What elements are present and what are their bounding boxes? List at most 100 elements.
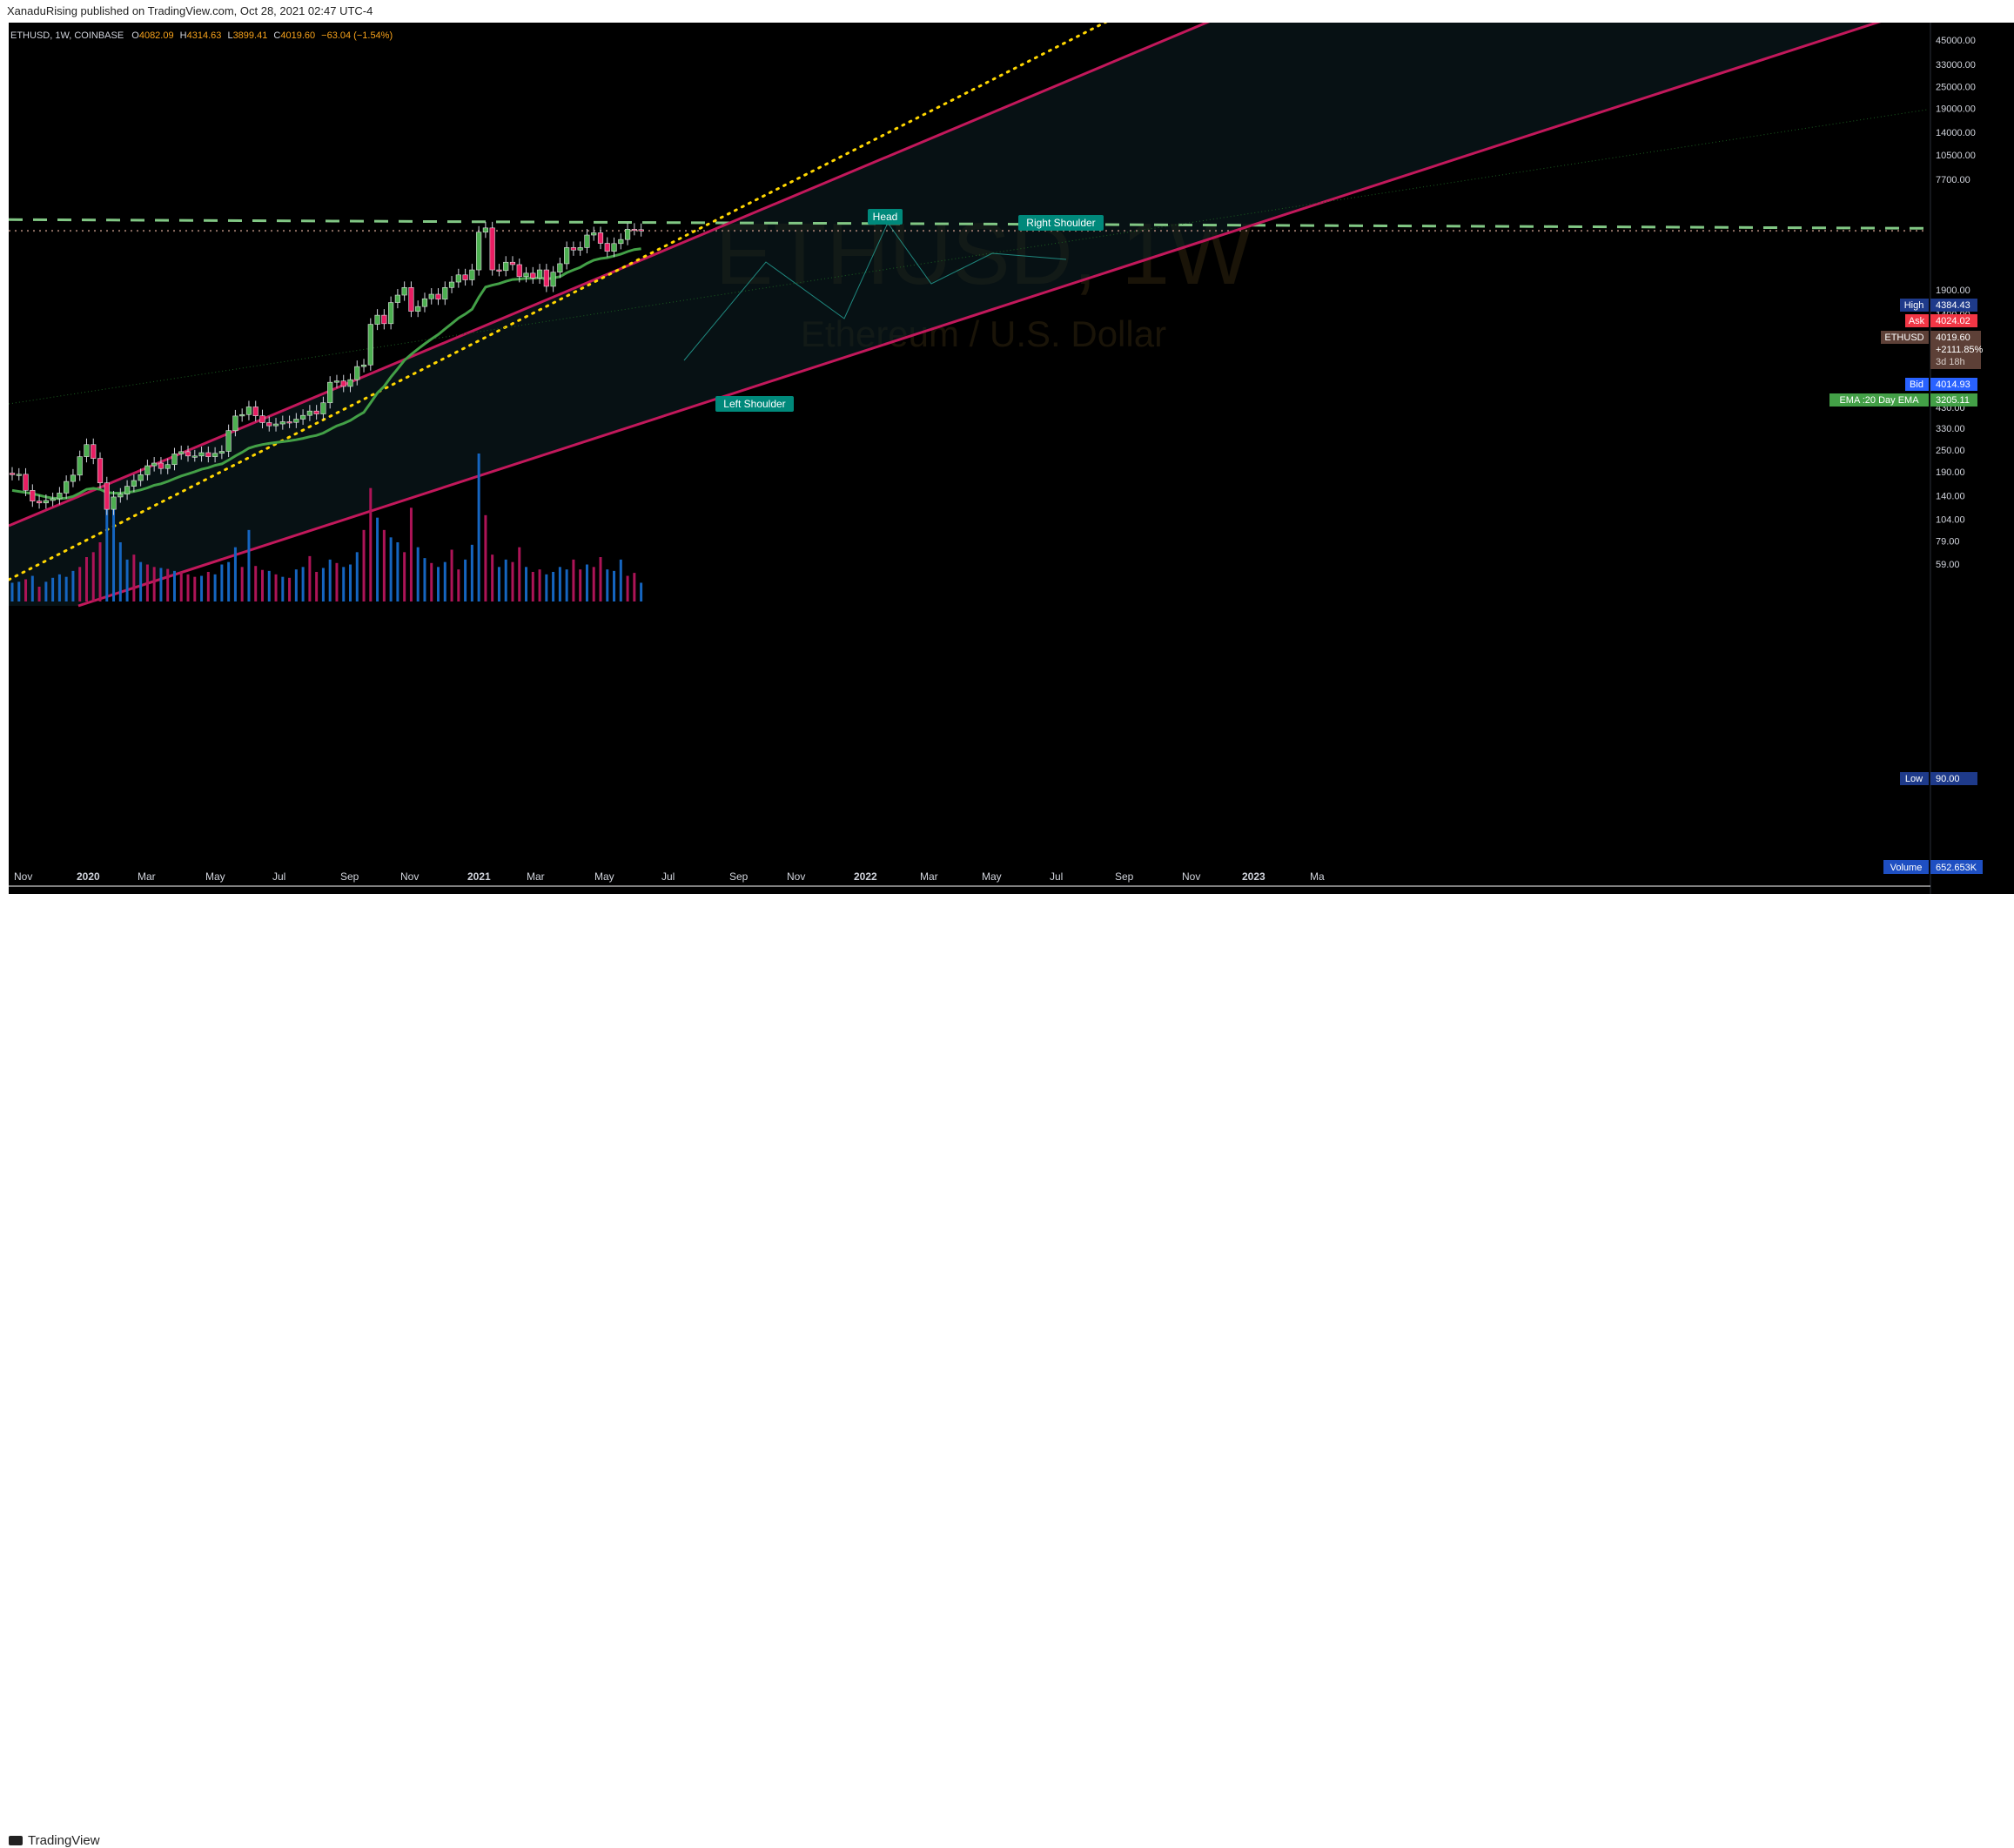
volume-bar	[382, 529, 386, 601]
candle	[476, 225, 482, 276]
candle	[638, 223, 644, 237]
volume-bar	[538, 569, 541, 601]
x-tick-label: Nov	[14, 870, 32, 883]
legend-close: 4019.60	[280, 30, 315, 41]
candle	[151, 457, 158, 472]
volume-bar	[206, 572, 210, 601]
y-tick-label: 250.00	[1936, 446, 1965, 456]
volume-bar	[172, 570, 176, 601]
candle	[225, 424, 232, 458]
candle	[401, 281, 407, 301]
candle	[550, 265, 556, 292]
candle-body	[57, 493, 63, 500]
candle	[536, 264, 543, 284]
x-tick-label: May	[982, 870, 1002, 883]
candle	[178, 445, 185, 460]
candle-body	[577, 247, 583, 251]
volume-bar	[308, 555, 312, 601]
volume-bar	[511, 561, 514, 601]
candle-body	[212, 453, 218, 457]
candle	[516, 258, 522, 283]
candle-body	[198, 452, 205, 457]
y-tick-label: 60000.00	[1936, 23, 1976, 24]
time-axis[interactable]: Nov 2020 Mar May Jul Sep Nov 2021 Mar May Jul Sep No…	[14, 870, 1325, 883]
published-header: XanaduRising published on TradingView.co…	[0, 0, 2014, 23]
candle-body	[435, 293, 441, 300]
candle-body	[111, 496, 117, 510]
y-tick-label: 25000.00	[1936, 82, 1976, 92]
candle	[300, 409, 306, 426]
candle	[448, 276, 455, 293]
tradingview-logo[interactable]: TradingView	[9, 1833, 100, 1848]
ethusd-weekly-chart[interactable]: ETHUSD, 1W Ethereum / U.S. Dollar Left S…	[7, 3, 2014, 894]
candle-body	[455, 274, 461, 283]
volume-bar	[84, 557, 88, 601]
chart-container[interactable]: ETHUSD, 1W Ethereum / U.S. Dollar Left S…	[7, 3, 2014, 894]
candle	[252, 400, 258, 422]
bid-tag-value: 4014.93	[1936, 380, 1970, 390]
candle-body	[333, 380, 340, 383]
right-shoulder-label[interactable]: Right Shoulder	[1018, 215, 1104, 231]
candle	[435, 288, 441, 306]
candle-body	[448, 281, 455, 288]
candle-body	[104, 482, 110, 510]
candle-body	[259, 415, 265, 423]
x-tick-label: 2023	[1242, 870, 1265, 883]
candle	[320, 396, 326, 420]
trendlines-layer	[7, 3, 1931, 608]
volume-bar	[17, 581, 21, 601]
candle	[185, 445, 191, 462]
candle	[577, 241, 583, 256]
volume-bar	[301, 567, 305, 601]
price-tags: High 4384.43 Ask 4024.02 ETHUSD 4019.60 …	[1829, 299, 1984, 874]
volume-bar	[145, 564, 149, 601]
volume-bar	[579, 569, 582, 601]
volume-bar	[477, 454, 480, 601]
volume-bars	[10, 454, 643, 601]
candle	[455, 268, 461, 288]
left-shoulder-label[interactable]: Left Shoulder	[715, 396, 794, 412]
candle-body	[340, 380, 346, 387]
candle-body	[516, 264, 522, 278]
volume-bar	[281, 576, 285, 601]
candle	[611, 237, 617, 258]
candle-body	[354, 366, 360, 380]
candle	[333, 374, 340, 388]
candle-body	[604, 243, 610, 252]
candle	[164, 458, 171, 474]
candle	[245, 400, 252, 420]
candle-body	[388, 302, 394, 325]
candle-body	[509, 261, 516, 265]
candle	[530, 266, 536, 284]
ohlc-legend: ETHUSD, 1W, COINBASE O4082.09 H4314.63 L…	[10, 30, 393, 41]
candle-body	[50, 498, 56, 501]
candle	[306, 405, 312, 421]
y-tick-label: 10500.00	[1936, 151, 1976, 161]
y-tick-label: 330.00	[1936, 424, 1965, 434]
candle-body	[570, 247, 577, 251]
head-label[interactable]: Head	[868, 209, 903, 225]
candle	[503, 256, 509, 277]
candle	[469, 264, 475, 286]
candle	[91, 438, 97, 465]
candle-body	[381, 314, 387, 325]
volume-bar	[599, 557, 602, 601]
candle	[218, 445, 225, 460]
ema-line-layer	[11, 247, 641, 501]
legend-open: 4082.09	[139, 30, 174, 41]
x-tick-label: Nov	[400, 870, 419, 883]
volume-bar	[491, 554, 494, 601]
volume-bar	[186, 574, 190, 601]
candle	[259, 409, 265, 429]
volume-bar	[342, 567, 346, 601]
head-text: Head	[873, 211, 898, 223]
candle	[374, 309, 380, 331]
x-tick-label: Nov	[1182, 870, 1200, 883]
candle-body	[16, 474, 22, 476]
candle-body	[469, 269, 475, 280]
volume-bar	[619, 559, 622, 601]
candle-body	[536, 269, 543, 279]
candle	[70, 468, 77, 487]
volume-bar	[470, 544, 473, 601]
volume-bar	[416, 547, 420, 601]
